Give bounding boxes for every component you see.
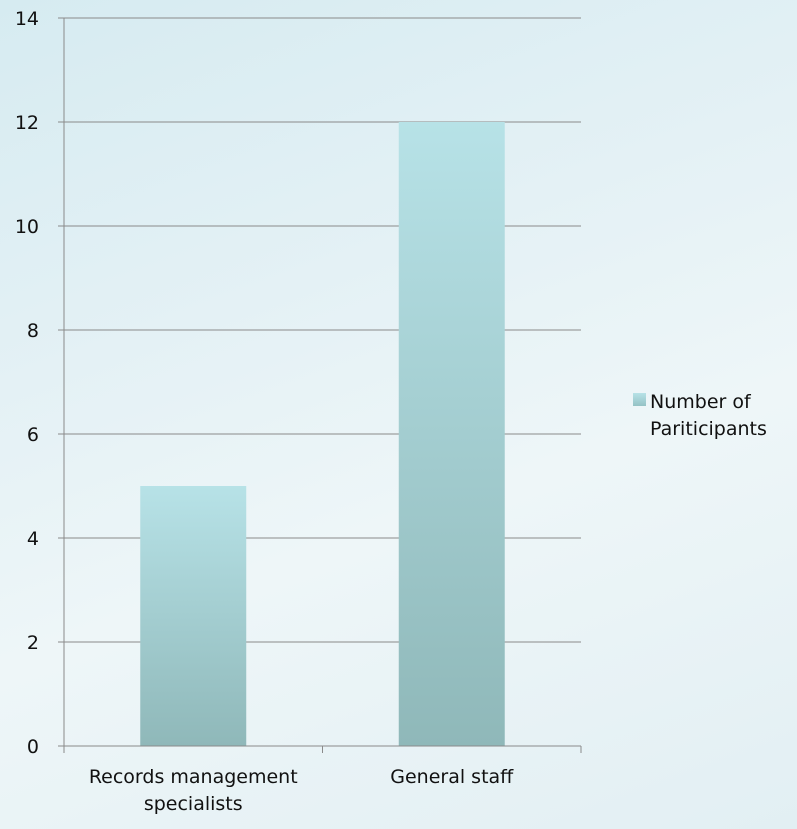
y-tick-label: 8	[27, 320, 39, 342]
bars	[140, 122, 505, 746]
legend: Number of Pariticipants	[633, 391, 767, 440]
legend-label: Pariticipants	[650, 418, 767, 440]
y-tick-label: 6	[27, 424, 39, 446]
x-category-label: specialists	[144, 793, 243, 815]
y-tick-label: 10	[15, 216, 39, 238]
y-tick-label: 2	[27, 632, 39, 654]
y-tick-label: 12	[15, 112, 39, 134]
legend-label: Number of	[650, 391, 752, 413]
x-category-labels: Records management specialists General sta…	[89, 766, 514, 815]
legend-swatch	[633, 393, 646, 406]
x-category-label: General staff	[390, 766, 514, 788]
y-tick-label: 0	[27, 736, 39, 758]
y-tick-label: 4	[27, 528, 39, 550]
y-tick-label: 14	[15, 8, 39, 30]
x-category-label: Records management	[89, 766, 298, 788]
axes	[58, 17, 582, 753]
bar	[398, 122, 505, 746]
y-tick-labels: 0 2 4 6 8 10 12 14	[15, 8, 39, 758]
bar	[140, 486, 247, 746]
